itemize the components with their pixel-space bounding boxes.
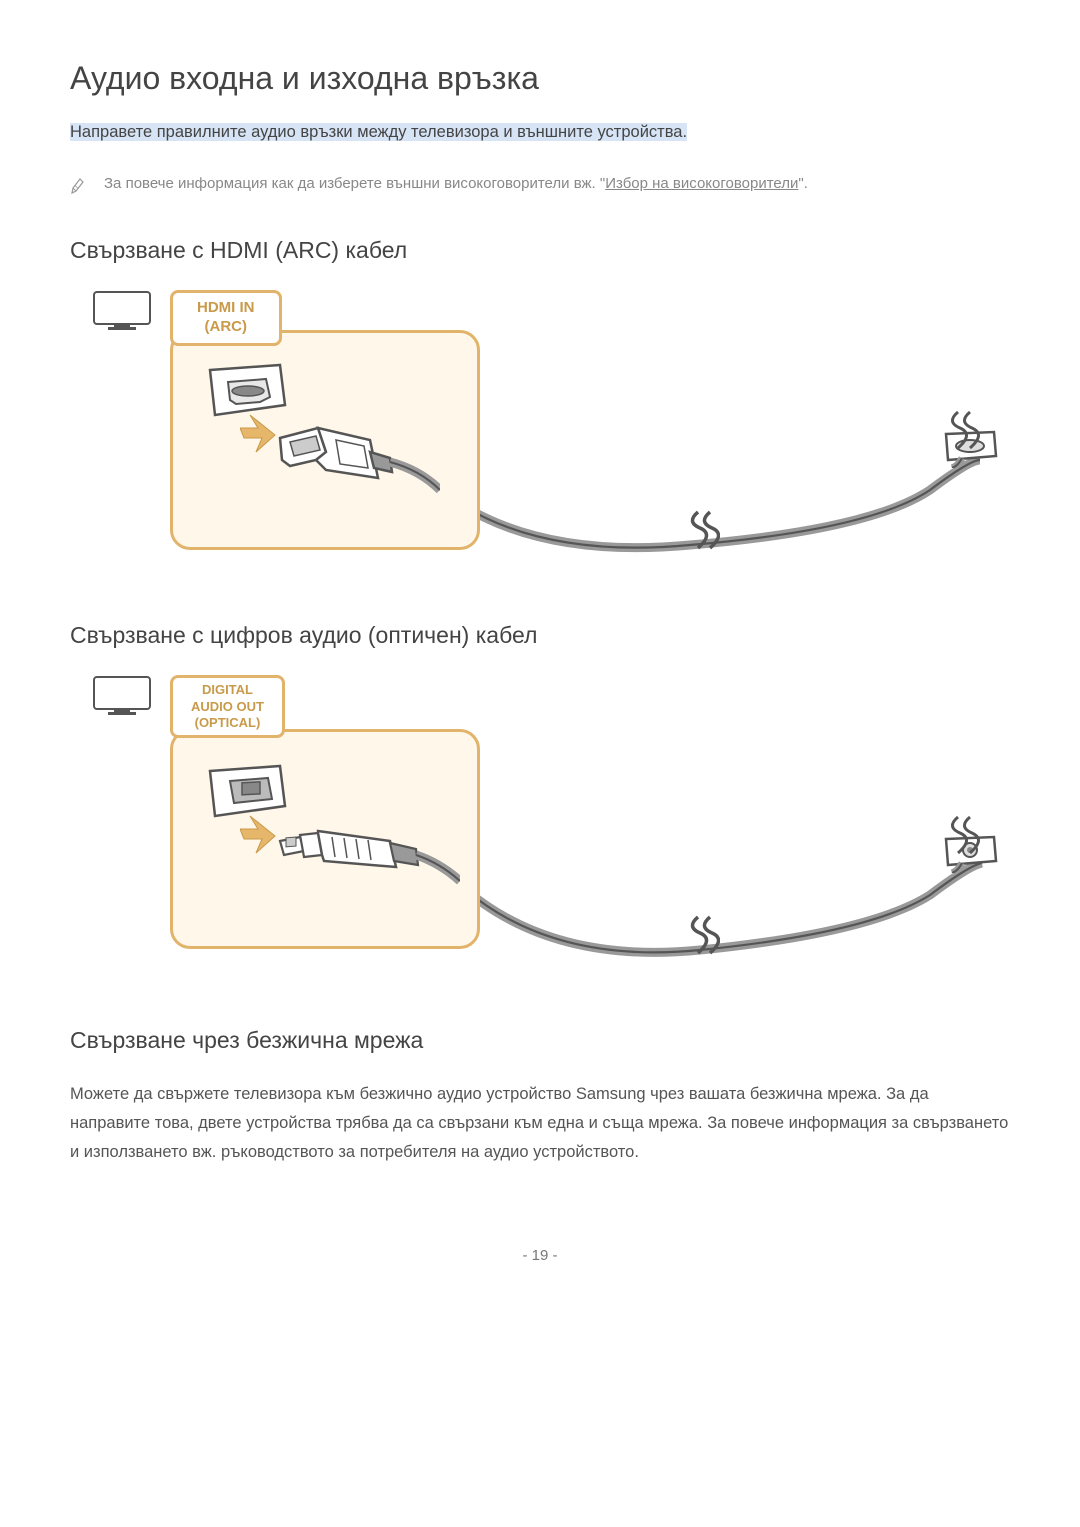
section3-heading: Свързване чрез безжична мрежа [70,1027,1010,1054]
optical-diagram: DIGITAL AUDIO OUT (OPTICAL) [70,675,1010,975]
intro-text: Направете правилните аудио връзки между … [70,123,687,141]
cable-break-icon [690,510,720,550]
optical-port-label-box: DIGITAL AUDIO OUT (OPTICAL) [170,675,285,738]
cable-break-icon [950,410,980,450]
note-row: За повече информация как да изберете вън… [70,175,1010,195]
cable-break-icon [950,815,980,855]
hdmi-port-label-box: HDMI IN (ARC) [170,290,282,346]
intro-paragraph: Направете правилните аудио връзки между … [70,119,1010,145]
tv-icon [92,675,152,717]
note-text: За повече информация как да изберете вън… [104,175,808,192]
hdmi-connector [240,410,440,540]
page-number: - 19 - [70,1247,1010,1264]
hdmi-port-label: HDMI IN (ARC) [197,299,255,337]
optical-port-label: DIGITAL AUDIO OUT (OPTICAL) [191,682,264,731]
optical-connector [240,811,460,941]
note-link[interactable]: Избор на високоговорители [605,175,798,192]
note-suffix: ". [798,175,808,192]
pencil-icon [70,177,84,195]
note-prefix: За повече информация как да изберете вън… [104,175,605,192]
cable-break-icon [690,915,720,955]
section1-heading: Свързване с HDMI (ARC) кабел [70,237,1010,264]
hdmi-diagram: HDMI IN (ARC) [70,290,1010,570]
section3-body: Можете да свържете телевизора към безжич… [70,1080,1010,1167]
tv-icon [92,290,152,332]
page-title: Аудио входна и изходна връзка [70,60,1010,97]
section2-heading: Свързване с цифров аудио (оптичен) кабел [70,622,1010,649]
